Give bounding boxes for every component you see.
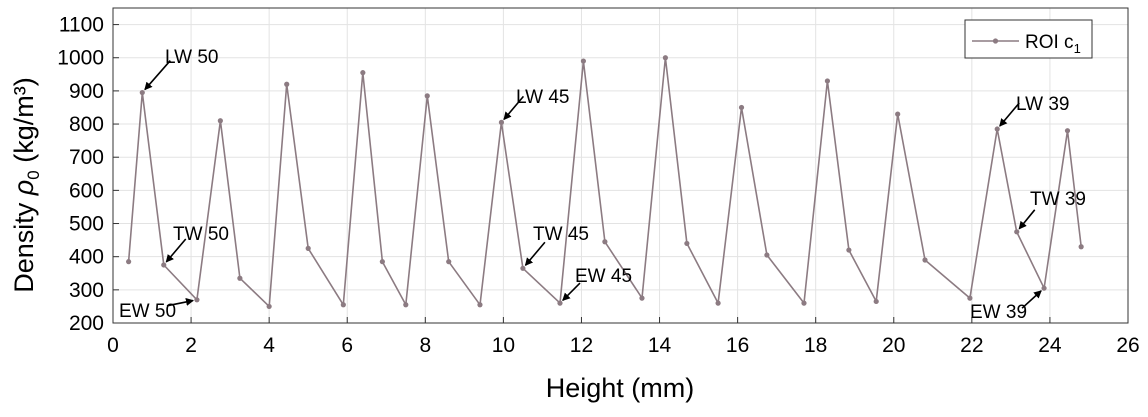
x-tick-label: 16 — [726, 334, 749, 357]
data-point — [994, 126, 1000, 132]
data-point — [424, 93, 430, 99]
data-point — [846, 247, 852, 253]
y-tick-label: 200 — [69, 312, 104, 335]
data-point — [1041, 285, 1047, 291]
y-tick-label: 900 — [69, 80, 104, 103]
x-tick-label: 4 — [263, 334, 275, 357]
annotation-label: TW 39 — [1030, 189, 1086, 210]
data-point — [126, 259, 132, 265]
annotation-arrow — [1018, 209, 1036, 230]
y-tick-label: 300 — [69, 279, 104, 302]
data-point — [266, 303, 272, 310]
data-point — [194, 297, 200, 303]
annotation-arrow — [999, 102, 1020, 127]
annotation-label: TW 50 — [173, 224, 229, 245]
annotation-label: EW 39 — [970, 302, 1027, 323]
data-point — [639, 295, 645, 301]
data-point — [602, 239, 608, 245]
x-tick-label: 22 — [960, 334, 983, 357]
data-point — [895, 111, 901, 117]
data-point — [360, 70, 366, 76]
data-point — [580, 58, 587, 64]
y-tick-label: 400 — [69, 246, 104, 269]
y-axis-title-prefix: Density — [9, 195, 39, 293]
annotation-arrow — [562, 282, 581, 301]
y-axis-title-symbol: ρ — [9, 180, 39, 196]
data-point — [520, 265, 526, 271]
data-point — [764, 252, 770, 258]
x-tick-label: 24 — [1038, 334, 1062, 357]
axis-ticks: 0 2 4 6 8 10 12 14 16 18 20 22 24 2620030040050060070… — [57, 14, 1139, 357]
x-axis-title: Height (mm) — [546, 373, 695, 403]
legend-label-text: ROI c — [1025, 32, 1074, 53]
annotation-label: TW 45 — [533, 224, 589, 245]
y-axis-title-subscript: 0 — [24, 170, 43, 179]
plot-area-frame — [112, 7, 1129, 324]
annotation-arrow — [166, 298, 194, 307]
annotation-arrow — [165, 238, 187, 263]
x-tick-label: 6 — [341, 334, 353, 357]
data-point — [217, 118, 223, 124]
y-tick-label: 700 — [69, 146, 104, 169]
legend: ROI c1 — [964, 19, 1093, 59]
data-point — [498, 119, 505, 125]
data-point — [684, 240, 690, 247]
x-tick-label: 8 — [419, 334, 431, 357]
data-point — [1064, 128, 1071, 134]
data-point — [446, 259, 452, 265]
legend-label: ROI c1 — [1025, 32, 1081, 56]
legend-label-subscript: 1 — [1074, 41, 1081, 56]
data-point — [967, 295, 973, 301]
annotation-label: LW 39 — [1016, 94, 1070, 115]
data-point — [715, 300, 721, 306]
y-axis-title-suffix: (kg/m³) — [9, 77, 39, 170]
annotation-label: EW 45 — [575, 266, 632, 287]
data-point — [403, 302, 409, 308]
annotations: LW 50 TW 50 EW 50 LW 45 TW 45 EW 45 LW 39 TW 39… — [119, 47, 1086, 323]
y-tick-label: 600 — [69, 179, 104, 202]
data-point — [1078, 244, 1084, 250]
annotation-arrow — [503, 95, 525, 121]
data-point — [477, 302, 483, 308]
annotation-arrow — [144, 60, 171, 91]
data-point — [305, 245, 311, 251]
data-point — [873, 298, 879, 305]
y-axis-title: Density ρ0 (kg/m³) — [9, 77, 43, 292]
data-point — [379, 259, 385, 265]
annotation-label: LW 50 — [165, 47, 219, 68]
data-point — [161, 262, 167, 268]
annotation-arrow — [524, 241, 546, 266]
data-point — [824, 78, 831, 84]
legend-marker-sample — [992, 38, 999, 44]
data-point — [801, 300, 807, 306]
y-tick-label: 1100 — [59, 14, 104, 37]
y-tick-label: 800 — [69, 113, 104, 136]
y-tick-label: 1000 — [57, 47, 104, 70]
legend-box — [964, 19, 1093, 59]
x-tick-label: 14 — [648, 334, 672, 357]
x-tick-label: 26 — [1116, 334, 1139, 357]
x-tick-label: 10 — [492, 334, 515, 357]
data-point — [237, 275, 243, 281]
data-point — [557, 300, 563, 306]
data-point — [340, 302, 346, 308]
annotation-arrow — [1021, 290, 1042, 309]
series-layer — [126, 55, 1084, 310]
data-point — [738, 104, 745, 111]
data-point — [284, 81, 290, 87]
data-point — [139, 89, 145, 96]
annotation-label: LW 45 — [516, 87, 570, 108]
data-point — [1014, 229, 1020, 235]
x-tick-label: 18 — [804, 334, 827, 357]
x-tick-label: 0 — [107, 334, 119, 357]
data-point — [922, 257, 928, 263]
data-point — [662, 55, 668, 61]
x-tick-label: 20 — [882, 334, 905, 357]
y-tick-label: 500 — [69, 213, 104, 236]
x-tick-label: 2 — [185, 334, 197, 357]
x-tick-label: 12 — [570, 334, 593, 357]
annotation-label: EW 50 — [119, 301, 176, 322]
